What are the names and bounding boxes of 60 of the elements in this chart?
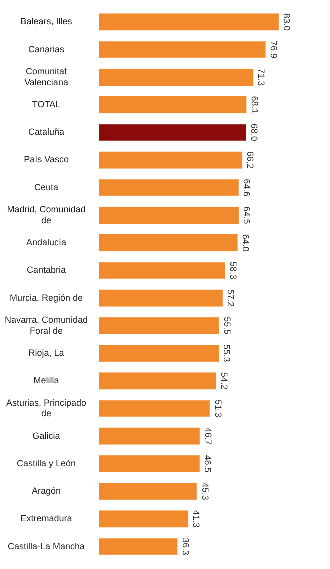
bar [99,317,220,334]
bar [99,124,247,142]
data-label: 68.0 [250,124,260,142]
bar [99,262,226,280]
y-tick-label: País Vasco [24,154,69,165]
data-label: 58.3 [228,262,239,280]
y-tick-label: Comunitat Valenciana [24,66,68,88]
data-label: 66.2 [246,151,256,170]
bar [99,152,243,169]
data-label: 64.0 [240,234,251,252]
data-label: 64.5 [242,206,252,224]
data-label: 76.9 [268,41,279,59]
bar [99,400,210,418]
bar [99,41,266,58]
data-label: 55.3 [222,344,232,362]
bar [99,538,178,556]
bar [99,14,280,31]
y-tick-label: Canarias [28,44,66,54]
y-tick-label: Ceuta [34,182,59,192]
bar [99,290,224,307]
y-tick-label: Galicia [32,430,60,441]
y-tick-label: TOTAL [32,100,61,110]
bar [99,68,254,86]
y-tick-label: Madrid, Comunidad de [7,204,86,226]
y-tick-label: Castilla-La Mancha [8,541,86,552]
y-tick-label: Rioja, La [28,348,64,358]
bar [99,428,200,445]
data-label: 71.3 [256,68,267,86]
bar [99,455,200,473]
y-tick-label: Extremadura [20,514,72,524]
bar [99,372,217,390]
bar [99,510,189,528]
data-label: 64.6 [242,179,252,197]
y-tick-label: Castilla y León [16,458,76,468]
y-tick-label: Melilla [34,376,60,386]
data-label: 41.3 [192,510,202,528]
data-label: 68.1 [250,96,260,114]
y-tick-label: Cataluña [28,127,65,138]
y-tick-label: Asturias, Principado de [6,398,87,419]
data-label: 46.7 [203,428,214,446]
data-label: 83.0 [282,13,292,31]
data-label: 57.2 [226,290,236,308]
y-tick-label: Cantabria [27,265,66,276]
bar [99,179,240,196]
data-label: 36.3 [180,538,191,556]
bar [99,96,247,114]
data-label: 45.3 [200,482,210,500]
y-tick-label: Aragón [32,486,62,496]
data-label: 55.5 [222,317,232,335]
bar [99,234,238,252]
bar [99,483,198,500]
y-tick-label: Murcia, Región de [10,292,84,303]
bar [99,206,239,224]
data-label: 51.3 [213,400,224,418]
data-label: 54.2 [220,372,230,390]
bar [99,344,220,362]
y-tick-label: Balears, Illes [20,16,73,27]
y-tick-label: Navarra, Comunidad Foral de [4,315,88,336]
y-tick-label: Andalucía [26,238,67,248]
data-label: 46.5 [202,455,213,473]
